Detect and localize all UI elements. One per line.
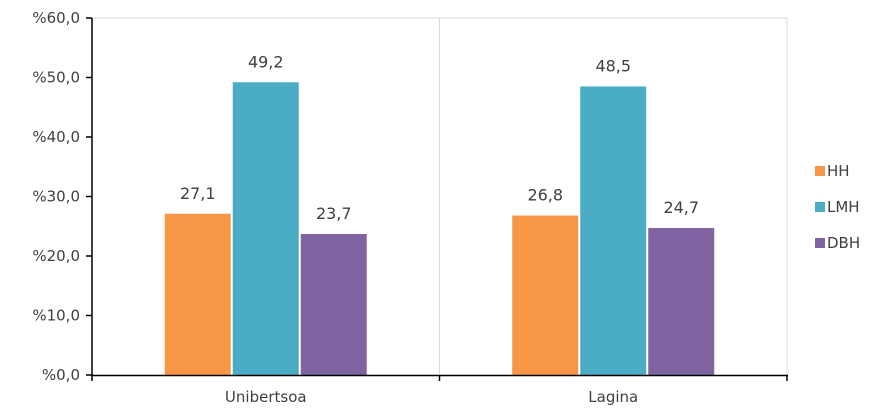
bar-lmh [580, 86, 647, 376]
legend: HH LMH DBH [815, 162, 860, 252]
data-label: 49,2 [248, 52, 284, 71]
data-label: 48,5 [595, 56, 631, 75]
legend-label: LMH [827, 198, 860, 216]
x-ticks-group: Unibertsoa Lagina [91, 375, 788, 406]
y-tick-label: %0,0 [42, 366, 80, 384]
y-ticks-group: %0,0 %10,0 %20,0 %30,0 %40,0 %50,0 %60,0 [32, 9, 92, 384]
bar-hh [512, 215, 579, 375]
bar-hh [164, 213, 231, 375]
legend-swatch-lmh [815, 202, 825, 212]
y-tick-label: %60,0 [32, 9, 80, 27]
bars-group [164, 82, 715, 376]
bar-dbh [648, 228, 715, 375]
legend-label: DBH [827, 234, 860, 252]
x-category-label: Lagina [588, 388, 638, 406]
data-label: 24,7 [663, 198, 699, 217]
bar-lmh [232, 82, 299, 375]
legend-swatch-hh [815, 166, 825, 176]
legend-label: HH [827, 162, 850, 180]
y-tick-label: %50,0 [32, 69, 80, 87]
data-labels-group: 27,1 49,2 23,7 26,8 48,5 24,7 [180, 52, 699, 223]
data-label: 26,8 [527, 186, 563, 205]
bar-dbh [300, 233, 367, 375]
data-label: 23,7 [316, 204, 352, 223]
y-tick-label: %30,0 [32, 188, 80, 206]
y-tick-label: %40,0 [32, 128, 80, 146]
y-tick-label: %20,0 [32, 247, 80, 265]
legend-swatch-dbh [815, 238, 825, 248]
y-tick-label: %10,0 [32, 307, 80, 325]
data-label: 27,1 [180, 184, 216, 203]
x-category-label: Unibertsoa [225, 388, 307, 406]
plot-frame [92, 17, 788, 375]
